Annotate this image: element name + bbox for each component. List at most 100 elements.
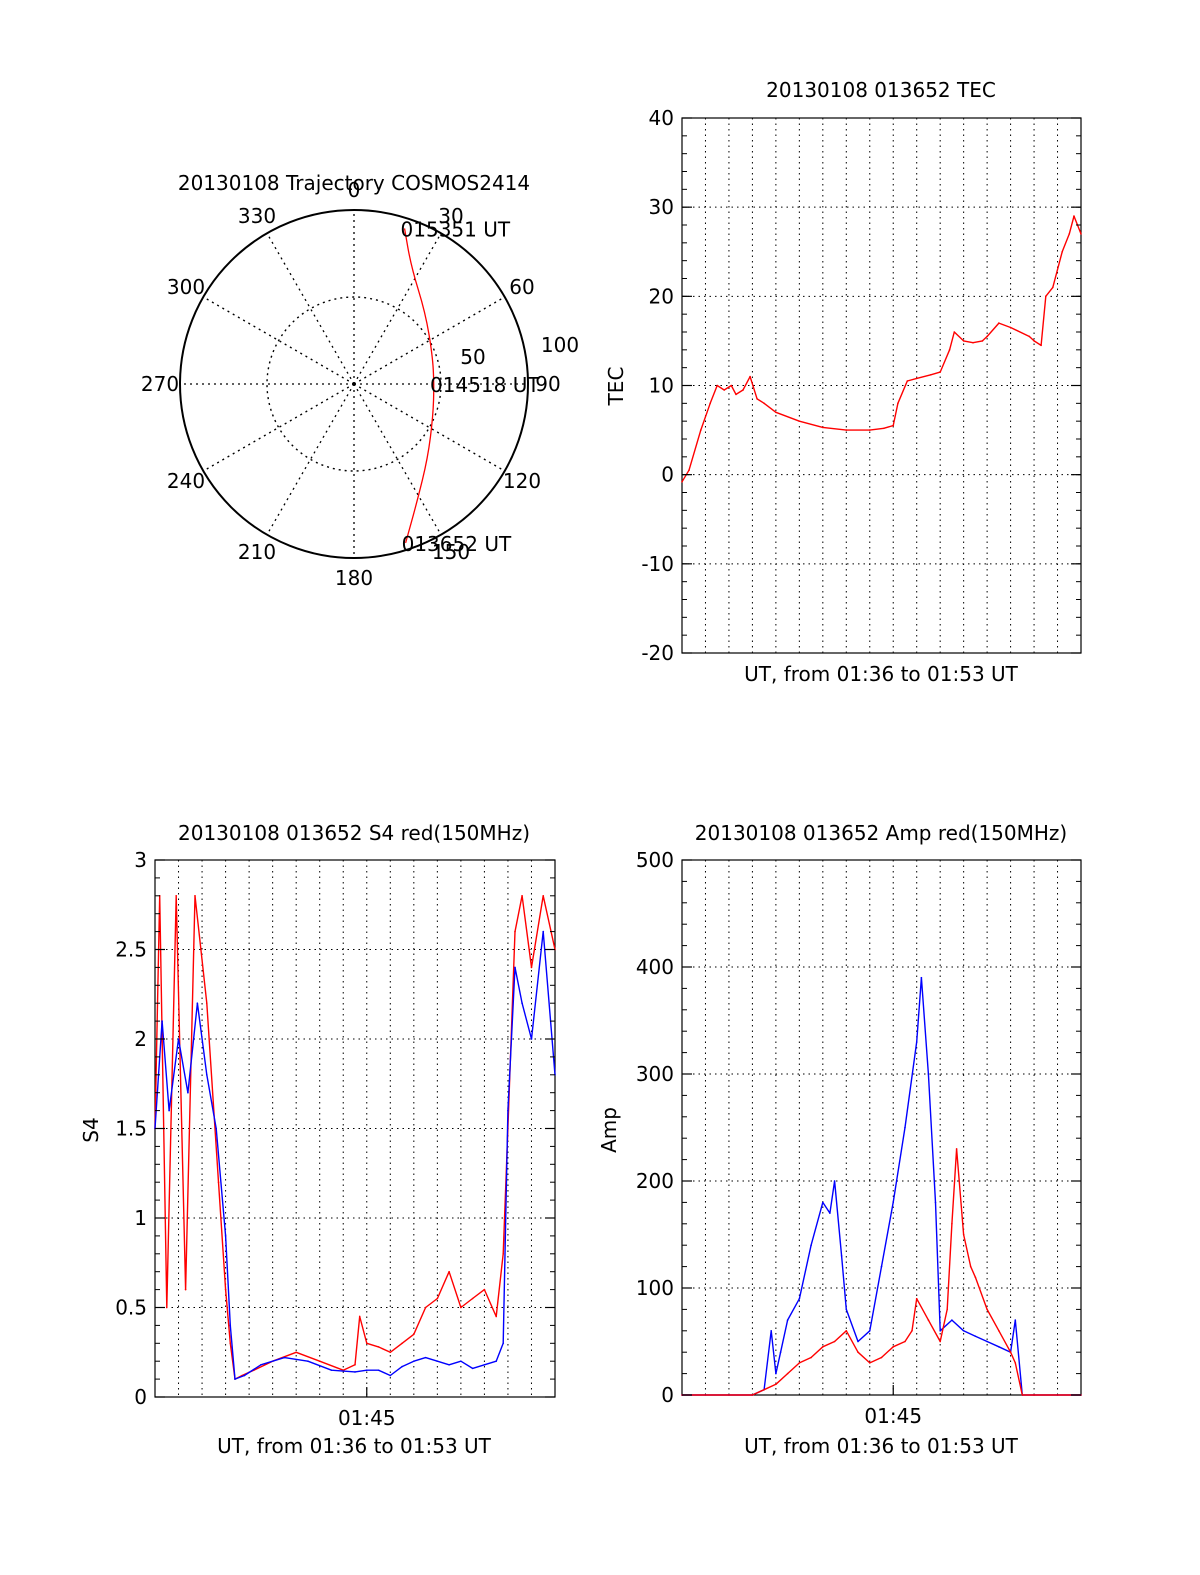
series-point <box>951 1223 953 1225</box>
amp-chart: 20130108 013652 Amp red(150MHz) 0 100 200 3… <box>597 821 1082 1458</box>
series-point <box>1014 1319 1017 1321</box>
s4-xlabel: UT, from 01:36 to 01:53 UT <box>217 1434 492 1458</box>
series-point <box>229 1342 232 1345</box>
series-point <box>542 930 545 933</box>
series-point <box>389 1351 392 1354</box>
series-point <box>892 424 895 427</box>
series-point <box>365 1369 368 1371</box>
series-point <box>205 1002 208 1004</box>
series-point <box>283 1356 286 1359</box>
series-point <box>196 1002 199 1004</box>
series-point <box>779 1351 782 1353</box>
series-point <box>972 341 974 344</box>
series-point <box>365 1342 368 1345</box>
series-point <box>763 402 765 405</box>
tec-ylabel: TEC <box>604 367 628 407</box>
amp-ylabel: Amp <box>597 1107 621 1153</box>
series-point <box>775 411 777 414</box>
series-point <box>775 1372 777 1375</box>
y-tick-label: 400 <box>636 955 674 979</box>
series-point <box>998 1330 1000 1332</box>
series-point <box>681 481 683 483</box>
s4-x-ticks: 01:45 <box>338 1387 396 1430</box>
polar-spoke <box>353 296 506 385</box>
series-point <box>953 331 956 333</box>
series-point <box>401 1365 403 1368</box>
series-point <box>194 895 196 897</box>
polar-spoke <box>353 383 442 536</box>
polar-azimuth-label: 180 <box>335 566 373 590</box>
series-point <box>507 1109 509 1112</box>
series-point <box>829 1212 831 1214</box>
series-point <box>934 1201 937 1204</box>
polar-outer-ring <box>179 209 529 559</box>
series-point <box>939 1340 941 1343</box>
polar-azimuth-label: 210 <box>238 540 276 564</box>
series-point <box>1073 215 1075 217</box>
series-point <box>751 1394 754 1396</box>
series-line-0 <box>681 215 1082 483</box>
series-point <box>514 930 516 933</box>
series-point <box>1014 1362 1017 1364</box>
series-point <box>883 427 885 430</box>
series-point <box>495 1360 497 1362</box>
series-point <box>165 1306 168 1309</box>
series-point <box>911 1330 913 1332</box>
y-tick-label: 3 <box>134 848 147 872</box>
polar-grid: 0 30 60 90 120 150 180 210 240 270 300 330 50 100 <box>141 178 579 590</box>
series-point <box>892 1201 895 1204</box>
amp-plot-frame <box>681 859 1082 1396</box>
series-point <box>897 402 899 405</box>
polar-title: 20130108 Trajectory COSMOS2414 <box>178 171 530 195</box>
series-point <box>699 429 702 431</box>
series-point <box>483 1363 486 1366</box>
series-point <box>868 1330 871 1332</box>
series-point <box>1009 326 1012 329</box>
series-point <box>460 1306 462 1309</box>
series-point <box>175 895 177 897</box>
y-tick-label: 0 <box>134 1385 147 1409</box>
series-line-1 <box>682 1148 1081 1396</box>
series-point <box>401 1342 403 1345</box>
y-tick-label: 0 <box>661 463 674 487</box>
series-point <box>260 1363 262 1366</box>
amp-x-ticks: 01:45 <box>864 1385 922 1428</box>
amp-y-ticks: 0 100 200 300 400 500 <box>636 848 1081 1407</box>
polar-time-label: 015351 UT <box>401 217 511 241</box>
series-point <box>471 1367 474 1370</box>
tec-chart: 20130108 013652 TEC -20 -10 0 10 20 30 40 UT, … <box>604 78 1082 686</box>
series-point <box>530 966 533 969</box>
polar-spoke <box>353 383 506 472</box>
series-point <box>915 1041 918 1043</box>
series-point <box>217 1181 220 1183</box>
series-point <box>448 1270 450 1273</box>
polar-azimuth-label: 0 <box>348 178 361 202</box>
series-point <box>833 1340 836 1343</box>
series-point <box>471 1297 474 1300</box>
series-point <box>215 1127 217 1130</box>
polar-spoke <box>202 296 355 385</box>
series-point <box>857 1351 859 1353</box>
series-point <box>354 1363 356 1366</box>
series-point <box>354 1371 356 1373</box>
polar-azimuth-label: 330 <box>238 204 276 228</box>
polar-azimuth-label: 240 <box>167 469 205 493</box>
series-point <box>723 389 726 391</box>
series-point <box>798 1297 801 1300</box>
series-point <box>688 469 690 472</box>
polar-trajectory-line <box>403 228 435 544</box>
series-point <box>413 1333 415 1336</box>
series-point <box>730 384 733 387</box>
polar-spoke <box>353 232 442 385</box>
series-point <box>295 1351 297 1354</box>
series-point <box>786 1319 789 1321</box>
series-point <box>436 1297 439 1300</box>
series-point <box>502 1342 505 1345</box>
series-point <box>1040 344 1042 347</box>
series-point <box>424 1356 427 1359</box>
series-point <box>1052 286 1054 289</box>
amp-grid <box>682 860 1081 1395</box>
series-point <box>962 1233 965 1236</box>
series-point <box>735 393 737 396</box>
series-point <box>939 1330 941 1332</box>
